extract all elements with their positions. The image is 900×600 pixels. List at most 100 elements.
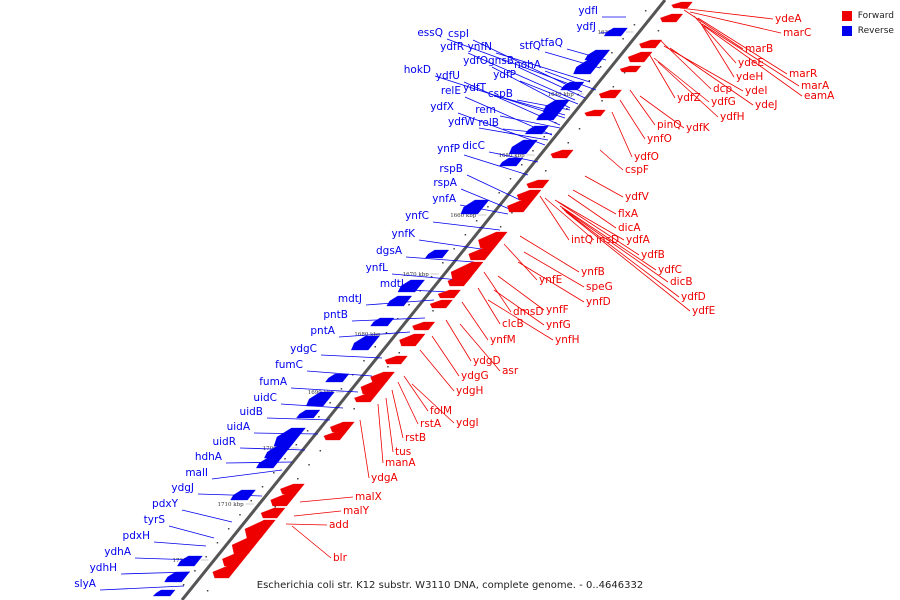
- reverse-gene-label[interactable]: mdtI: [380, 278, 404, 290]
- forward-gene-label[interactable]: pinQ: [657, 119, 682, 131]
- forward-gene-label[interactable]: dicA: [618, 222, 641, 234]
- forward-gene-label[interactable]: manA: [385, 457, 416, 469]
- reverse-gene-label[interactable]: ynfP: [437, 143, 460, 155]
- reverse-gene-label[interactable]: nohA: [514, 59, 542, 71]
- forward-gene-label[interactable]: malY: [343, 505, 370, 517]
- forward-gene-label[interactable]: ydfB: [641, 249, 665, 261]
- reverse-gene-label[interactable]: malI: [185, 467, 208, 479]
- reverse-gene-label[interactable]: ydfW: [448, 116, 476, 128]
- forward-gene-label[interactable]: ydeH: [736, 71, 763, 83]
- reverse-gene-label[interactable]: pdxY: [152, 498, 179, 510]
- forward-gene-label[interactable]: add: [329, 519, 349, 531]
- forward-gene-label[interactable]: ydgG: [461, 370, 489, 382]
- reverse-gene-label[interactable]: uidA: [227, 421, 251, 433]
- forward-gene-label[interactable]: ynfO: [647, 133, 672, 145]
- forward-gene-label[interactable]: blr: [333, 552, 348, 564]
- reverse-gene-label[interactable]: dgsA: [376, 245, 403, 257]
- forward-gene-label[interactable]: asr: [502, 365, 519, 377]
- reverse-gene-label[interactable]: ydgC: [290, 343, 317, 355]
- reverse-gene-label[interactable]: uidR: [212, 436, 236, 448]
- forward-gene-label[interactable]: ydgA: [371, 472, 399, 484]
- reverse-gene-label[interactable]: relE: [441, 85, 461, 97]
- reverse-gene-label[interactable]: rem: [475, 104, 496, 116]
- reverse-gene-label[interactable]: fumC: [275, 359, 303, 371]
- reverse-gene-label[interactable]: essQ: [417, 27, 443, 39]
- forward-gene-label[interactable]: rstA: [420, 418, 442, 430]
- forward-gene-label[interactable]: ydgH: [456, 385, 483, 397]
- reverse-gene-label[interactable]: hdhA: [195, 451, 223, 463]
- reverse-gene-label[interactable]: pdxH: [123, 530, 150, 542]
- forward-gene-label[interactable]: ynfM: [490, 334, 516, 346]
- reverse-gene-label[interactable]: gnsB: [488, 55, 514, 67]
- reverse-gene-label[interactable]: tfaQ: [540, 37, 563, 49]
- reverse-gene-label[interactable]: ydfX: [430, 101, 454, 113]
- forward-gene-label[interactable]: marC: [783, 27, 811, 39]
- forward-gene-label[interactable]: ydeA: [775, 13, 802, 25]
- forward-gene-label[interactable]: ydfO: [634, 151, 659, 163]
- forward-gene-label[interactable]: ydfV: [625, 191, 650, 203]
- reverse-gene-label[interactable]: ydhA: [104, 546, 132, 558]
- forward-gene-label[interactable]: cspF: [625, 164, 649, 176]
- forward-gene-label[interactable]: malX: [355, 491, 382, 503]
- forward-gene-label[interactable]: ydfG: [711, 96, 736, 108]
- reverse-gene-label[interactable]: ynfA: [432, 193, 457, 205]
- forward-gene-label[interactable]: ynfE: [539, 274, 562, 286]
- forward-gene-label[interactable]: flxA: [618, 208, 639, 220]
- reverse-gene-label[interactable]: stfQ: [519, 40, 541, 52]
- forward-gene-label[interactable]: marR: [789, 68, 817, 80]
- forward-gene-label[interactable]: dcp: [713, 83, 732, 95]
- reverse-gene-label[interactable]: ynfC: [405, 210, 429, 222]
- reverse-gene-label[interactable]: ydgJ: [171, 482, 194, 494]
- forward-gene-label[interactable]: ydfZ: [677, 92, 701, 104]
- reverse-gene-label[interactable]: dicC: [462, 140, 485, 152]
- forward-gene-label[interactable]: ydfA: [626, 234, 651, 246]
- reverse-gene-label[interactable]: slyA: [74, 578, 97, 590]
- forward-gene-label[interactable]: ydfK: [686, 122, 711, 134]
- forward-gene-label[interactable]: ydfD: [681, 291, 706, 303]
- reverse-gene-label[interactable]: cspB: [488, 88, 513, 100]
- reverse-gene-label[interactable]: ynfL: [366, 262, 389, 274]
- forward-gene-label[interactable]: ydgD: [473, 355, 501, 367]
- forward-gene-label[interactable]: ydeE: [738, 57, 764, 69]
- forward-gene-label[interactable]: ydeI: [745, 85, 767, 97]
- forward-gene-label[interactable]: rstB: [405, 432, 426, 444]
- forward-gene-label[interactable]: clcB: [502, 318, 524, 330]
- forward-gene-label[interactable]: speG: [586, 281, 613, 293]
- reverse-gene-label[interactable]: pntB: [323, 309, 348, 321]
- reverse-gene-label[interactable]: ydhH: [90, 562, 117, 574]
- reverse-gene-label[interactable]: rspA: [433, 177, 457, 189]
- forward-gene-label[interactable]: dicB: [670, 276, 693, 288]
- reverse-gene-label[interactable]: ydfP: [493, 69, 516, 81]
- reverse-gene-label[interactable]: ynfN: [468, 41, 492, 53]
- forward-gene-label[interactable]: ydfE: [692, 305, 715, 317]
- forward-gene-label[interactable]: intQ: [571, 234, 593, 246]
- reverse-gene-label[interactable]: uidC: [253, 392, 277, 404]
- forward-gene-label[interactable]: ynfD: [586, 296, 611, 308]
- forward-gene-label[interactable]: ydeJ: [755, 99, 777, 111]
- reverse-gene-label[interactable]: fumA: [259, 376, 288, 388]
- forward-gene-label[interactable]: marB: [745, 43, 773, 55]
- reverse-gene-label[interactable]: ydfT: [463, 82, 487, 94]
- reverse-gene-label[interactable]: uidB: [240, 406, 263, 418]
- reverse-gene-label[interactable]: cspI: [448, 28, 469, 40]
- forward-gene-label[interactable]: ynfB: [581, 266, 605, 278]
- reverse-gene-label[interactable]: ynfK: [392, 228, 417, 240]
- forward-gene-label[interactable]: ynfH: [555, 334, 579, 346]
- reverse-gene-label[interactable]: relB: [478, 117, 499, 129]
- reverse-gene-label[interactable]: rspB: [439, 163, 463, 175]
- forward-gene-label[interactable]: ydfH: [720, 111, 744, 123]
- forward-gene-label[interactable]: ydfC: [658, 264, 682, 276]
- reverse-gene-label[interactable]: hokD: [404, 64, 431, 76]
- forward-gene-label[interactable]: ynfG: [546, 319, 571, 331]
- forward-gene-label[interactable]: tus: [395, 446, 411, 458]
- reverse-gene-label[interactable]: ydfR: [440, 41, 464, 53]
- reverse-gene-label[interactable]: tyrS: [144, 514, 166, 526]
- forward-gene-label[interactable]: dmsD: [513, 306, 543, 318]
- reverse-gene-label[interactable]: ydfO: [463, 55, 488, 67]
- reverse-gene-label[interactable]: ydfJ: [576, 21, 596, 33]
- reverse-gene-label[interactable]: ydfU: [436, 70, 460, 82]
- forward-gene-label[interactable]: ynfF: [546, 304, 569, 316]
- reverse-gene-label[interactable]: pntA: [310, 325, 335, 337]
- reverse-gene-label[interactable]: mdtJ: [338, 293, 362, 305]
- forward-gene-label[interactable]: eamA: [804, 90, 835, 102]
